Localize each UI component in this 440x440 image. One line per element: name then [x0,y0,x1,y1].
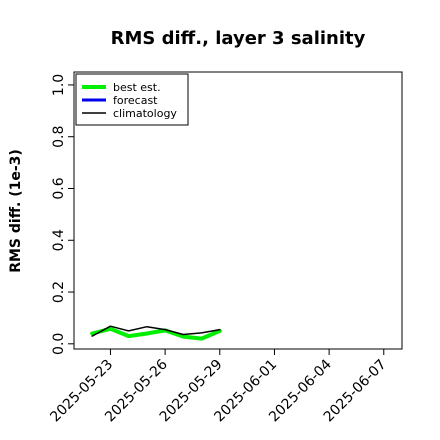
legend-label: climatology [113,107,177,120]
y-axis-label: RMS diff. (1e-3) [8,149,24,273]
legend-label: forecast [113,94,158,107]
y-tick-label: 0.6 [51,177,67,199]
x-ticks: 2025-05-232025-05-262025-05-292025-06-01… [47,349,390,425]
series-line-1 [90,326,222,341]
y-ticks: 0.0 0.2 0.4 0.6 0.8 1.0 [51,74,74,355]
y-tick-label: 0.4 [51,229,67,251]
y-tick-label: 0.2 [51,281,67,303]
legend-label: best est. [113,81,161,94]
series-lines [90,325,222,341]
y-tick-label: 0.8 [51,126,67,148]
chart-title: RMS diff., layer 3 salinity [111,28,366,49]
y-tick-label: 0.0 [51,333,67,355]
series-line-3 [91,325,221,337]
plot-frame [73,71,403,350]
y-tick-label: 1.0 [51,74,67,96]
